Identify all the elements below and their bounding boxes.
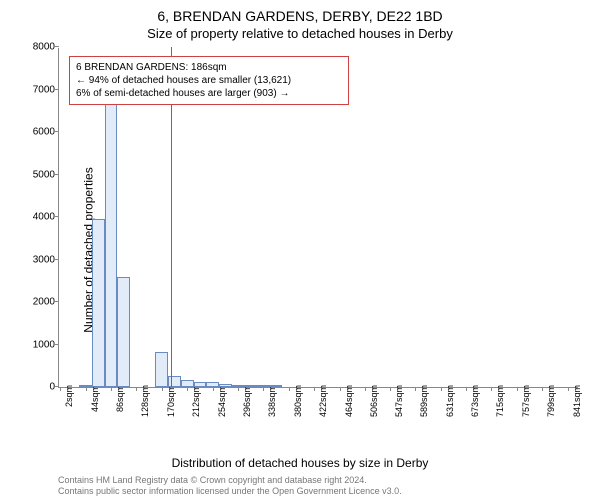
x-tick-label: 170sqm (166, 385, 176, 417)
x-axis-label: Distribution of detached houses by size … (0, 456, 600, 470)
x-tick-mark (213, 387, 214, 391)
histogram-bar (219, 384, 232, 387)
x-tick-mark (517, 387, 518, 391)
x-tick-label: 715sqm (495, 385, 505, 417)
x-tick-label: 631sqm (445, 385, 455, 417)
x-tick-label: 757sqm (521, 385, 531, 417)
histogram-bar (232, 385, 245, 387)
x-tick-mark (289, 387, 290, 391)
chart-subtitle: Size of property relative to detached ho… (0, 26, 600, 41)
x-tick-label: 44sqm (90, 385, 100, 412)
x-tick-mark (415, 387, 416, 391)
y-tick-label: 3000 (19, 254, 55, 265)
histogram-bar (206, 382, 219, 387)
annotation-line: 6 BRENDAN GARDENS: 186sqm (76, 61, 342, 74)
y-tick-mark (55, 174, 59, 175)
annotation-box: 6 BRENDAN GARDENS: 186sqm← 94% of detach… (69, 56, 349, 105)
footer-line: Contains public sector information licen… (58, 486, 402, 496)
x-tick-label: 547sqm (394, 385, 404, 417)
x-tick-mark (542, 387, 543, 391)
histogram-bar (244, 385, 257, 387)
y-tick-label: 2000 (19, 297, 55, 308)
histogram-bar (194, 382, 207, 387)
y-tick-mark (55, 131, 59, 132)
x-tick-mark (136, 387, 137, 391)
x-tick-mark (491, 387, 492, 391)
x-tick-mark (466, 387, 467, 391)
x-tick-label: 338sqm (267, 385, 277, 417)
x-tick-label: 212sqm (191, 385, 201, 417)
histogram-bar (92, 219, 105, 387)
annotation-line: 6% of semi-detached houses are larger (9… (76, 87, 342, 100)
x-tick-mark (187, 387, 188, 391)
histogram-bar (155, 352, 168, 387)
x-tick-mark (263, 387, 264, 391)
histogram-bar (181, 380, 194, 387)
x-tick-label: 422sqm (318, 385, 328, 417)
histogram-bar (257, 385, 270, 387)
x-tick-label: 254sqm (217, 385, 227, 417)
x-tick-label: 841sqm (572, 385, 582, 417)
footer-line: Contains HM Land Registry data © Crown c… (58, 475, 402, 485)
x-tick-mark (60, 387, 61, 391)
y-tick-label: 4000 (19, 212, 55, 223)
source-footer: Contains HM Land Registry data © Crown c… (58, 475, 402, 496)
y-tick-label: 8000 (19, 42, 55, 53)
x-tick-mark (314, 387, 315, 391)
y-tick-mark (55, 89, 59, 90)
x-tick-mark (365, 387, 366, 391)
histogram-bar (270, 385, 283, 387)
x-tick-label: 2sqm (64, 385, 74, 407)
x-tick-label: 506sqm (369, 385, 379, 417)
y-tick-label: 7000 (19, 84, 55, 95)
y-tick-mark (55, 301, 59, 302)
x-tick-mark (162, 387, 163, 391)
x-tick-mark (441, 387, 442, 391)
histogram-bar (117, 277, 130, 388)
x-tick-mark (238, 387, 239, 391)
x-tick-label: 673sqm (470, 385, 480, 417)
y-tick-label: 6000 (19, 127, 55, 138)
y-tick-label: 1000 (19, 339, 55, 350)
x-tick-label: 464sqm (344, 385, 354, 417)
annotation-line: ← 94% of detached houses are smaller (13… (76, 74, 342, 87)
x-tick-mark (111, 387, 112, 391)
x-tick-mark (390, 387, 391, 391)
histogram-bar (79, 385, 92, 387)
y-tick-mark (55, 259, 59, 260)
y-tick-mark (55, 216, 59, 217)
x-tick-mark (568, 387, 569, 391)
x-tick-label: 128sqm (140, 385, 150, 417)
histogram-bar (105, 100, 118, 387)
x-tick-label: 296sqm (242, 385, 252, 417)
x-tick-label: 799sqm (546, 385, 556, 417)
plot-area: 0100020003000400050006000700080002sqm44s… (58, 48, 578, 388)
y-tick-mark (55, 344, 59, 345)
chart-container: 6, BRENDAN GARDENS, DERBY, DE22 1BD Size… (0, 0, 600, 500)
y-tick-mark (55, 386, 59, 387)
x-tick-mark (340, 387, 341, 391)
y-tick-label: 5000 (19, 169, 55, 180)
x-tick-mark (86, 387, 87, 391)
x-tick-label: 380sqm (293, 385, 303, 417)
y-tick-mark (55, 46, 59, 47)
histogram-bar (168, 376, 181, 387)
x-tick-label: 86sqm (115, 385, 125, 412)
x-tick-label: 589sqm (419, 385, 429, 417)
chart-title: 6, BRENDAN GARDENS, DERBY, DE22 1BD (0, 8, 600, 24)
y-tick-label: 0 (19, 382, 55, 393)
